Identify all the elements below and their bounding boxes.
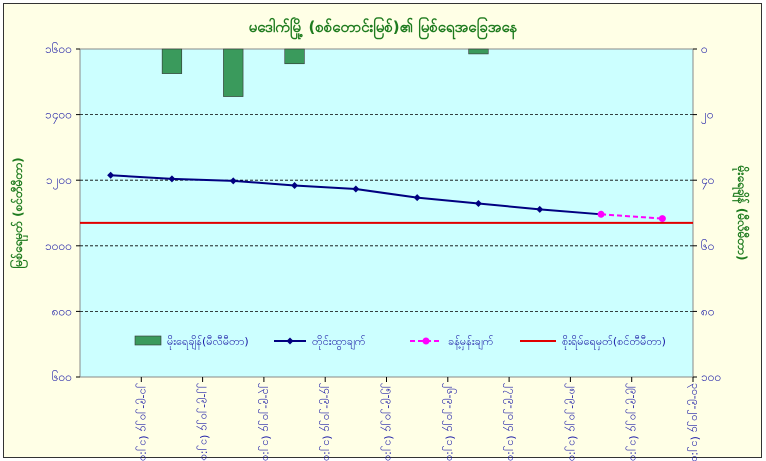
left-tick-label: ၈၀၀ xyxy=(52,304,72,318)
left-tick-label: ၁၀၀၀ xyxy=(45,239,72,253)
observed-point xyxy=(536,205,544,213)
forecast-point xyxy=(597,210,605,218)
x-tick-label: ၂၆-၉-၂၀၂၄ (၁၂:၀၀) xyxy=(442,383,457,461)
right-tick-label: ၈၀ xyxy=(701,304,715,318)
right-axis-title: မိုးရေချိန် (မီလီမီတာ) xyxy=(731,165,751,261)
right-tick-label: ၁၀၀ xyxy=(701,370,721,384)
observed-point xyxy=(229,177,237,185)
tick-layer: ၆၀၀ ၈၀၀ ၁၀၀၀ ၁၂၀၀ ၁၄၀၀ ၁၆၀၀ ၀၂၀၄၀၆၀၈၀၁၀၀၂၁-၉-၂… xyxy=(45,41,721,461)
left-axis-title: မြစ်ရေမှတ် (စင်တီမီတာ) xyxy=(8,157,29,268)
rain-bar xyxy=(223,48,244,97)
legend-label: တိုင်းထွာချက် xyxy=(312,335,366,350)
observed-point xyxy=(291,181,299,189)
left-tick-label: ၁၆၀၀ xyxy=(45,41,72,56)
legend-label: မိုးရေချိန်(မီလီမီတာ) xyxy=(167,335,249,350)
forecast-point xyxy=(658,215,666,223)
observed-point xyxy=(168,175,176,183)
rain-bar xyxy=(468,48,489,55)
legend-label: စိုးရိမ်ရေမှတ်(စင်တီမီတာ) xyxy=(562,335,666,350)
observed-point xyxy=(474,199,482,207)
line-layer xyxy=(80,171,693,224)
x-tick-label: ၂၅-၉-၂၀၂၄ (၁၂:၀၀) xyxy=(381,383,396,461)
legend: မိုးရေချိန်(မီလီမီတာ) တိုင်းထွာချက် ခန့်မှ… xyxy=(134,335,666,350)
rain-bar xyxy=(284,48,305,65)
x-tick-label: ၂၈-၉-၂၀၂၄ (၁၂:၀၀) xyxy=(564,383,579,461)
legend-swatch-rain xyxy=(134,335,162,346)
x-tick-label: ၂၄-၉-၂၀၂၄ (၁၂:၀၀) xyxy=(319,383,334,461)
legend-marker-forecast xyxy=(422,337,430,345)
left-tick-label: ၁၄၀၀ xyxy=(45,108,72,125)
x-tick-label: ၂၉-၉-၂၀၂၄ (၁၂:၀၀) xyxy=(626,383,641,461)
x-tick-label: ၂၁-၉-၂၀၂၄ (၁၂:၀၀) xyxy=(135,383,150,461)
grid-layer xyxy=(80,114,693,312)
right-tick-label: ၀ xyxy=(701,42,708,56)
right-tick-label: ၆၀ xyxy=(701,238,715,253)
x-tick-label: ၃၀-၉-၂၀၂၄ (၁၂:၀၀) xyxy=(687,383,702,461)
right-tick-label: ၂၀ xyxy=(701,108,714,125)
right-tick-label: ၄၀ xyxy=(701,173,715,190)
observed-point xyxy=(413,194,421,202)
x-tick-label: ၂၇-၉-၂၀၂၄ (၁၂:၀၀) xyxy=(503,383,518,461)
forecast-line xyxy=(600,213,663,220)
legend-label: ခန့်မှန်းချက် xyxy=(448,335,494,350)
left-tick-label: ၁၂၀၀ xyxy=(46,173,72,190)
legend-marker-observed xyxy=(286,337,294,345)
chart-title: မဒေါက်မြို့ (စစ်တောင်းမြစ်)၏ မြစ်ရေအခြေအ… xyxy=(249,16,518,40)
x-tick-label: ၂၂-၉-၂၀၂၄ (၁၂:၀၀) xyxy=(197,383,212,461)
observed-point xyxy=(352,185,360,193)
left-tick-label: ၆၀၀ xyxy=(52,369,72,384)
bar-layer xyxy=(161,48,489,97)
rain-bar xyxy=(161,48,183,74)
observed-point xyxy=(107,171,115,179)
x-tick-label: ၂၃-၉-၂၀၂၄ (၁၂:၀၀) xyxy=(258,383,273,461)
